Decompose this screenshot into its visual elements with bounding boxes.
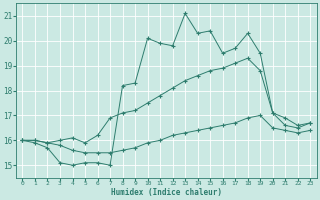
X-axis label: Humidex (Indice chaleur): Humidex (Indice chaleur) — [111, 188, 222, 197]
